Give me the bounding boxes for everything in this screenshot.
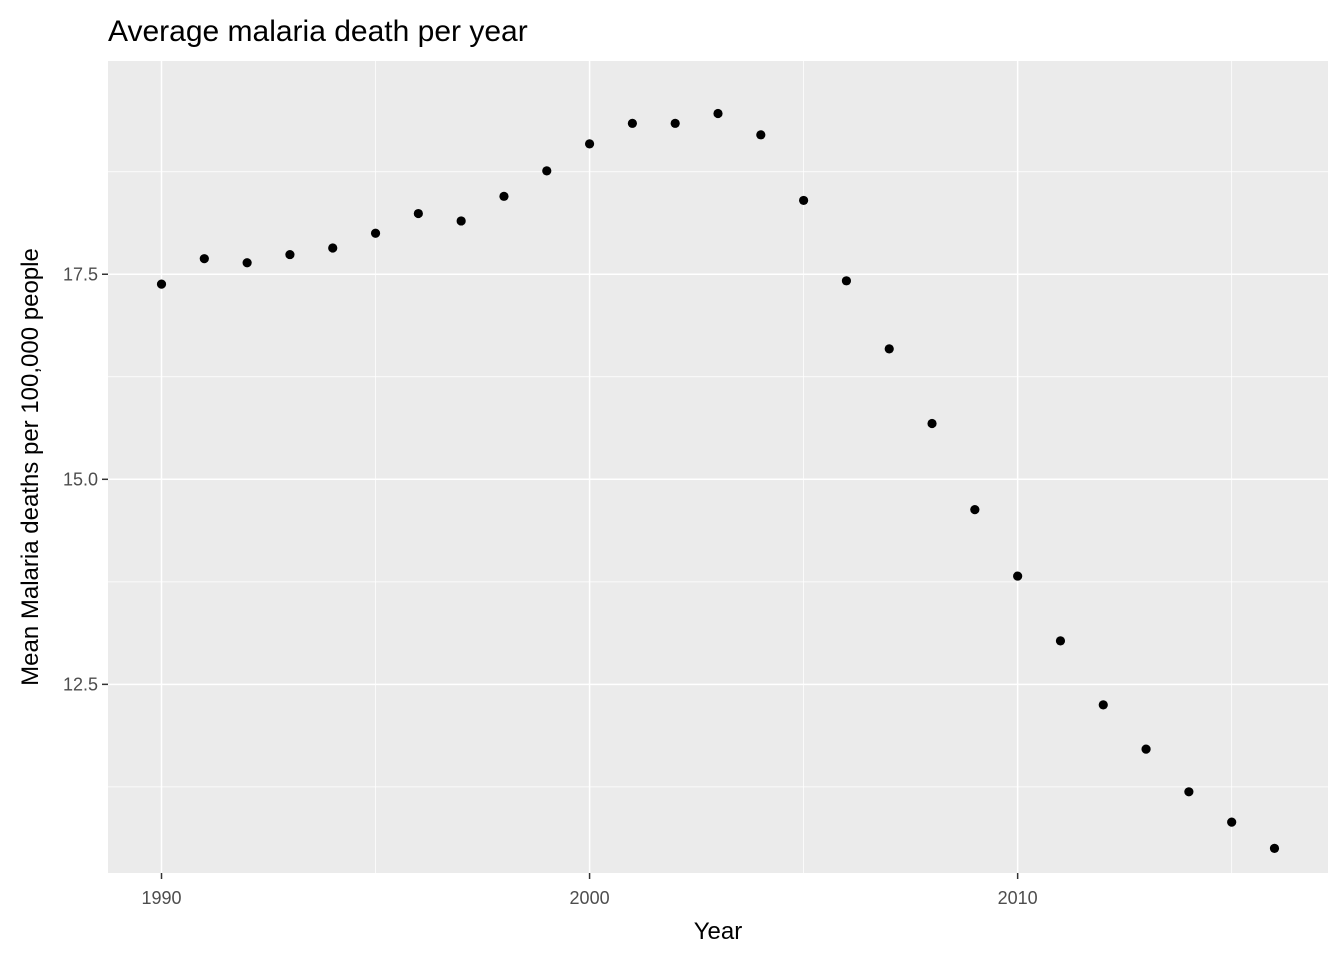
- x-tick-label: 2010: [998, 888, 1038, 908]
- data-point: [1141, 744, 1151, 754]
- data-point: [1098, 700, 1108, 710]
- y-axis-title: Mean Malaria deaths per 100,000 people: [17, 248, 44, 686]
- data-point: [841, 276, 852, 286]
- data-point: [1055, 636, 1066, 646]
- data-point: [542, 166, 552, 176]
- plot-panel: [108, 61, 1328, 873]
- y-tick-label: 12.5: [63, 674, 98, 694]
- y-tick-label: 17.5: [63, 264, 98, 284]
- data-point: [884, 344, 894, 354]
- gridlines: [108, 61, 1328, 873]
- data-point: [1013, 571, 1023, 581]
- data-point: [328, 243, 338, 253]
- data-point: [670, 118, 680, 128]
- data-point: [627, 118, 637, 128]
- data-point: [713, 108, 723, 119]
- data-point: [756, 130, 766, 140]
- chart-title: Average malaria death per year: [108, 15, 528, 48]
- x-tick-label: 2000: [570, 888, 610, 908]
- x-axis-title: Year: [694, 918, 743, 945]
- data-point: [456, 216, 466, 226]
- data-point: [156, 279, 167, 289]
- data-point: [584, 139, 595, 149]
- data-point: [199, 254, 209, 264]
- data-point: [970, 505, 980, 515]
- data-point: [1227, 817, 1237, 827]
- data-point: [370, 228, 381, 238]
- data-point: [1184, 787, 1194, 797]
- data-point: [499, 191, 509, 201]
- data-point: [413, 208, 423, 219]
- data-point: [927, 418, 937, 429]
- data-point: [285, 249, 295, 260]
- data-point: [799, 195, 809, 206]
- y-tick-label: 15.0: [63, 469, 98, 489]
- axes: 1990 2000 2010 12.5 15.0 17.5: [63, 264, 1038, 908]
- x-tick-label: 1990: [141, 888, 181, 908]
- data-point: [242, 258, 252, 268]
- data-point: [1269, 843, 1280, 853]
- data-points: [156, 108, 1280, 853]
